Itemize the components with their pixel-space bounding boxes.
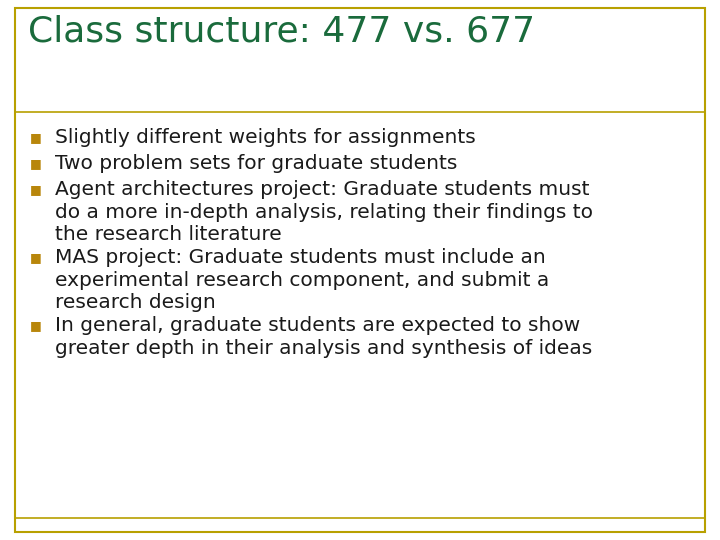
Text: ■: ■ [30, 184, 42, 197]
Text: In general, graduate students are expected to show
greater depth in their analys: In general, graduate students are expect… [55, 316, 593, 357]
Text: ■: ■ [30, 157, 42, 171]
Text: Agent architectures project: Graduate students must
do a more in-depth analysis,: Agent architectures project: Graduate st… [55, 180, 593, 245]
Text: ■: ■ [30, 319, 42, 333]
Text: Two problem sets for graduate students: Two problem sets for graduate students [55, 154, 457, 173]
Text: ■: ■ [30, 131, 42, 144]
Text: ■: ■ [30, 252, 42, 265]
Text: Slightly different weights for assignments: Slightly different weights for assignmen… [55, 128, 476, 147]
Text: Class structure: 477 vs. 677: Class structure: 477 vs. 677 [28, 15, 535, 49]
Text: MAS project: Graduate students must include an
experimental research component, : MAS project: Graduate students must incl… [55, 248, 549, 313]
